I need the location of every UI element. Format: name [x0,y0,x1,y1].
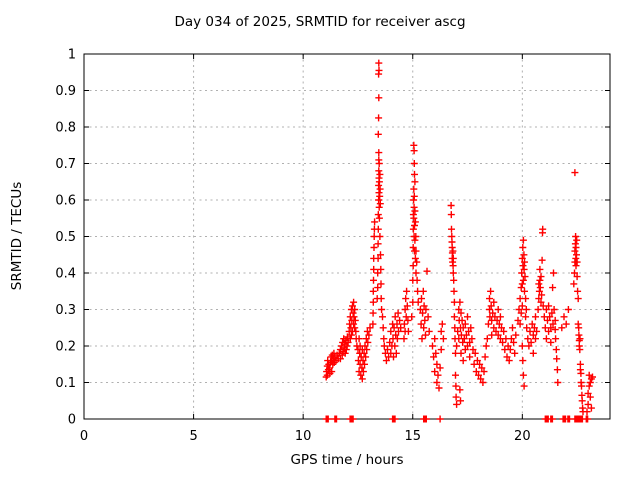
y-tick-label: 0.7 [55,157,76,172]
x-tick-label: 15 [404,429,421,444]
x-tick-label: 5 [189,429,197,444]
y-axis-label: SRMTID / TECUs [9,181,25,291]
x-tick-label: 0 [80,429,88,444]
data-points [322,59,596,423]
y-tick-label: 0.5 [55,230,76,245]
y-tick-label: 0.8 [55,121,76,136]
x-axis-label: GPS time / hours [290,452,404,468]
chart-title: Day 034 of 2025, SRMTID for receiver asc… [174,14,466,30]
y-tick-label: 0.4 [55,267,76,282]
y-tick-label: 1 [68,48,76,63]
y-tick-label: 0.9 [55,84,76,99]
x-tick-label: 20 [514,429,531,444]
y-tick-label: 0.6 [55,194,76,209]
y-tick-label: 0.1 [55,376,76,391]
x-tick-label: 10 [295,429,312,444]
y-tick-label: 0.2 [55,340,76,355]
y-tick-label: 0.3 [55,303,76,318]
y-tick-label: 0 [68,413,76,428]
